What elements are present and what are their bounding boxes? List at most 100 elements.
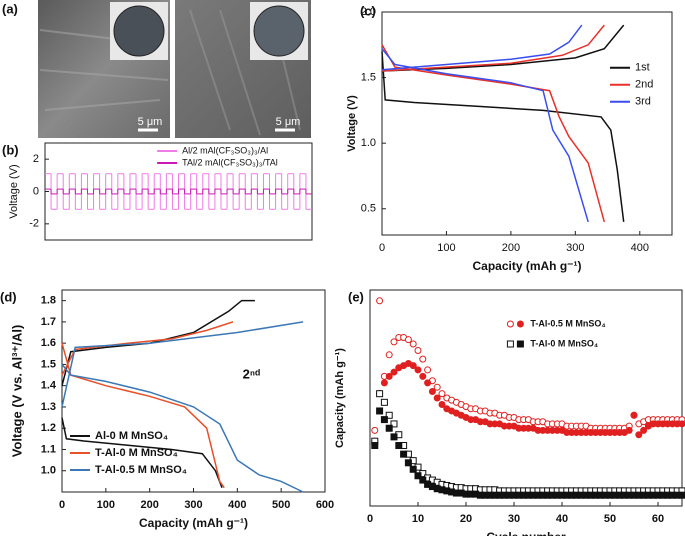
marker — [400, 450, 408, 458]
x-axis-title: Capacity (mAh g⁻¹) — [139, 516, 248, 530]
plot-frame — [61, 289, 326, 493]
marker — [419, 372, 427, 380]
marker — [419, 355, 427, 363]
legend-label: TAl/2 mAl(CF₃SO₃)₃/TAl — [182, 157, 278, 167]
y-tick-label: 1.4 — [41, 380, 57, 392]
x-axis-title: Cycle number — [486, 530, 566, 536]
y-tick-label: 2.0 — [361, 6, 376, 18]
marker — [409, 340, 417, 348]
marker — [385, 372, 393, 380]
marker — [414, 346, 422, 354]
data-line — [61, 299, 255, 488]
marker — [414, 472, 422, 480]
y-tick-label: 0 — [33, 185, 39, 197]
legend-label: T-Al-0 M MnSO₄ — [530, 338, 598, 348]
y-tick-label: 1.0 — [41, 465, 56, 477]
data-line — [381, 24, 625, 222]
marker — [516, 340, 524, 348]
y-tick-label: 1.5 — [361, 71, 376, 83]
data-line — [61, 321, 304, 493]
marker — [385, 424, 393, 432]
marker — [438, 400, 446, 408]
sem-image: 5 μm — [38, 0, 170, 138]
marker — [404, 459, 412, 467]
panel-label: (e) — [348, 289, 364, 304]
marker — [380, 416, 388, 424]
x-tick-label: 60 — [652, 513, 664, 525]
legend-label: T-Al-0.5 M MnSO₄ — [530, 318, 605, 328]
marker — [390, 338, 398, 346]
y-tick-label: 1.5 — [41, 358, 56, 370]
x-tick-label: 0 — [59, 499, 65, 511]
marker — [516, 320, 524, 328]
marker — [635, 431, 643, 439]
sem-image: 5 μm — [175, 0, 311, 138]
data-line — [381, 24, 606, 223]
annotation: 2ⁿᵈ — [243, 366, 260, 381]
x-tick-label: 40 — [556, 513, 568, 525]
marker — [371, 442, 379, 450]
y-tick-label: 0.5 — [361, 203, 376, 215]
y-tick-label: 1.8 — [41, 295, 56, 307]
panel-label: (c) — [360, 3, 376, 18]
y-tick-label: 1.7 — [41, 316, 56, 328]
x-tick-label: 400 — [228, 499, 246, 511]
marker — [678, 491, 685, 499]
x-tick-label: 100 — [437, 242, 455, 254]
marker — [438, 390, 446, 398]
legend-label: 2nd — [635, 79, 653, 91]
x-axis-title: Capacity (mAh g⁻¹) — [472, 259, 581, 273]
legend-label: T-Al-0 M MnSO₄ — [95, 447, 178, 459]
panel-label: (b) — [2, 142, 19, 157]
marker — [404, 336, 412, 344]
legend-label: Al/2 mAl(CF₃SO₃)₃/Al — [182, 145, 268, 155]
marker — [409, 362, 417, 370]
legend-label: Al-0 M MnSO₄ — [95, 430, 168, 442]
y-tick-label: 1.0 — [361, 137, 376, 149]
plot-frame — [369, 289, 683, 507]
x-tick-label: 500 — [272, 499, 290, 511]
x-tick-label: 0 — [367, 513, 373, 525]
plot-frame — [381, 11, 673, 236]
x-tick-label: 200 — [140, 499, 158, 511]
marker — [433, 394, 441, 402]
y-tick-label: -2 — [29, 218, 39, 230]
marker — [625, 426, 633, 434]
x-tick-label: 300 — [184, 499, 202, 511]
marker — [433, 383, 441, 391]
panel-label: (a) — [2, 1, 18, 16]
chart-panel: (c) 0 100 200 300 400 0.5 1.0 1.5 2.0 Capacity (mA… — [346, 3, 673, 273]
y-tick-label: 1.2 — [41, 422, 56, 434]
y-tick-label: 1.1 — [41, 443, 56, 455]
legend-label: T-Al-0.5 M MnSO₄ — [95, 464, 187, 476]
x-tick-label: 600 — [316, 499, 334, 511]
y-axis-title: Capacity (mAh g⁻¹) — [334, 348, 346, 448]
data-line — [381, 24, 589, 223]
x-tick-label: 0 — [379, 242, 385, 254]
marker — [506, 340, 514, 348]
scale-bar-label: 5 μm — [138, 116, 163, 128]
marker — [678, 420, 685, 428]
chart-panel: (d) 0 100 200 300 400 500 600 1.0 1.1 1.2 1.3 1.4 1.5… — [0, 289, 334, 530]
marker — [428, 388, 436, 396]
x-tick-label: 200 — [502, 242, 520, 254]
marker — [640, 426, 648, 434]
marker — [385, 351, 393, 359]
marker — [380, 398, 388, 406]
marker — [506, 320, 514, 328]
marker — [376, 297, 384, 305]
marker — [630, 411, 638, 419]
marker — [390, 433, 398, 441]
x-tick-label: 400 — [631, 242, 649, 254]
marker — [395, 442, 403, 450]
chart-panel: (b) -2 0 2 Voltage (V) Al/2 mAl(CF₃SO₃)₃/Al TA… — [2, 142, 313, 241]
marker — [424, 379, 432, 387]
legend-label: 3rd — [635, 96, 651, 108]
x-tick-label: 50 — [604, 513, 616, 525]
y-axis-title: Voltage (V vs. Al³⁺/Al) — [9, 325, 24, 458]
marker — [376, 407, 384, 415]
x-tick-label: 30 — [508, 513, 520, 525]
marker — [390, 368, 398, 376]
y-tick-label: 1.3 — [41, 401, 56, 413]
